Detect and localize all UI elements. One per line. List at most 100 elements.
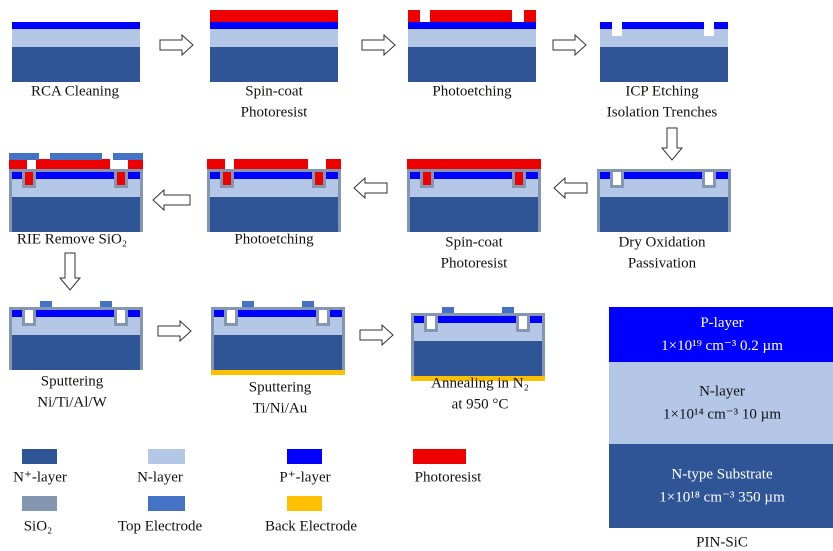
- legend-swatch: [22, 449, 57, 464]
- trench: [515, 172, 523, 185]
- stack-layer-spec: 1×10¹⁴ cm⁻³ 10 µm: [663, 406, 781, 422]
- trench: [117, 172, 125, 185]
- n-plus-layer: [214, 335, 342, 370]
- step-label: Isolation Trenches: [607, 104, 718, 120]
- photoresist: [36, 159, 110, 169]
- n-plus-layer: [12, 197, 140, 232]
- photoresist: [128, 159, 143, 169]
- stack-layer-name: N-type Substrate: [671, 466, 773, 482]
- photoresist: [430, 10, 512, 22]
- legend-swatch: [287, 496, 322, 511]
- step-label: Passivation: [628, 255, 697, 271]
- legend-label: Top Electrode: [118, 518, 203, 534]
- stack-layer: [609, 307, 833, 362]
- trench: [519, 316, 527, 329]
- n-layer: [12, 179, 140, 197]
- top-electrode: [242, 301, 254, 307]
- trench: [423, 172, 431, 185]
- p-layer: [414, 316, 542, 323]
- n-layer: [408, 29, 536, 47]
- stack-layer: [609, 362, 833, 444]
- photoresist: [524, 10, 536, 22]
- legend-swatch: [413, 449, 466, 464]
- photoresist: [326, 159, 341, 169]
- n-plus-layer: [600, 47, 728, 82]
- back-electrode: [411, 376, 545, 381]
- top-electrode: [100, 301, 112, 307]
- p-layer: [214, 310, 342, 317]
- legend-label: SiO₂: [24, 518, 53, 534]
- n-plus-layer: [600, 197, 728, 232]
- n-layer: [12, 29, 140, 47]
- legend-swatch: [148, 449, 185, 464]
- step-label: Sputtering: [41, 373, 104, 389]
- step-label: ICP Etching: [625, 83, 699, 99]
- stack-layer-name: P-layer: [700, 315, 743, 331]
- top-electrode: [442, 307, 454, 313]
- legend-label: N-layer: [137, 469, 183, 485]
- legend-swatch: [287, 449, 322, 464]
- photoresist: [207, 159, 225, 169]
- p-layer: [210, 172, 338, 179]
- trench: [705, 172, 713, 185]
- stack-layer-spec: 1×10¹⁹ cm⁻³ 0.2 µm: [661, 338, 783, 354]
- step-label: Ni/Ti/Al/W: [37, 394, 107, 410]
- back-electrode: [211, 370, 345, 375]
- photoresist: [407, 159, 541, 169]
- step-label: Annealing in N₂: [431, 375, 529, 391]
- p-layer: [12, 310, 140, 317]
- trench: [427, 316, 435, 329]
- p-layer: [408, 22, 536, 29]
- step-label: Ti/Ni/Au: [253, 400, 308, 416]
- legend-label: N⁺-layer: [13, 469, 67, 485]
- trench: [117, 310, 125, 323]
- trench: [227, 310, 235, 323]
- step-label: Photoetching: [234, 231, 314, 247]
- n-plus-layer: [210, 197, 338, 232]
- n-plus-layer: [414, 341, 542, 376]
- legend-swatch: [22, 496, 57, 511]
- n-layer: [210, 29, 338, 47]
- step-label: Spin-coat: [245, 83, 303, 99]
- n-plus-layer: [410, 197, 538, 232]
- photoresist: [210, 10, 338, 22]
- top-electrode: [9, 153, 39, 160]
- n-layer: [414, 323, 542, 341]
- step-label: Sputtering: [249, 379, 312, 395]
- stack-layer-spec: 1×10¹⁸ cm⁻³ 350 µm: [659, 489, 785, 505]
- n-layer: [410, 179, 538, 197]
- step-label: Photoetching: [432, 83, 512, 99]
- trench: [613, 172, 621, 185]
- n-layer: [12, 317, 140, 335]
- n-layer: [600, 29, 728, 47]
- p-layer: [600, 172, 728, 179]
- p-layer: [210, 22, 338, 29]
- step-label: Photoresist: [441, 255, 509, 271]
- n-plus-layer: [12, 47, 140, 82]
- n-plus-layer: [408, 47, 536, 82]
- n-plus-layer: [12, 335, 140, 370]
- trench: [319, 310, 327, 323]
- trench: [25, 172, 33, 185]
- n-layer: [214, 317, 342, 335]
- top-electrode: [50, 153, 102, 160]
- p-layer: [410, 172, 538, 179]
- arrows: [58, 33, 684, 347]
- stack-layer-name: N-layer: [699, 383, 745, 399]
- n-layer: [210, 179, 338, 197]
- step-label: RCA Cleaning: [31, 83, 119, 99]
- legend-label: Photoresist: [415, 469, 483, 485]
- top-electrode: [113, 153, 143, 160]
- top-electrode: [502, 307, 514, 313]
- trench: [25, 310, 33, 323]
- legend-label: Back Electrode: [265, 518, 357, 534]
- step-label: RIE Remove SiO₂: [17, 231, 127, 247]
- step-label: Dry Oxidation: [618, 234, 706, 250]
- step-label: Photoresist: [241, 104, 309, 120]
- photoresist: [234, 159, 308, 169]
- step-label: at 950 °C: [452, 396, 509, 412]
- top-electrode: [302, 301, 314, 307]
- p-layer: [12, 172, 140, 179]
- n-layer: [600, 179, 728, 197]
